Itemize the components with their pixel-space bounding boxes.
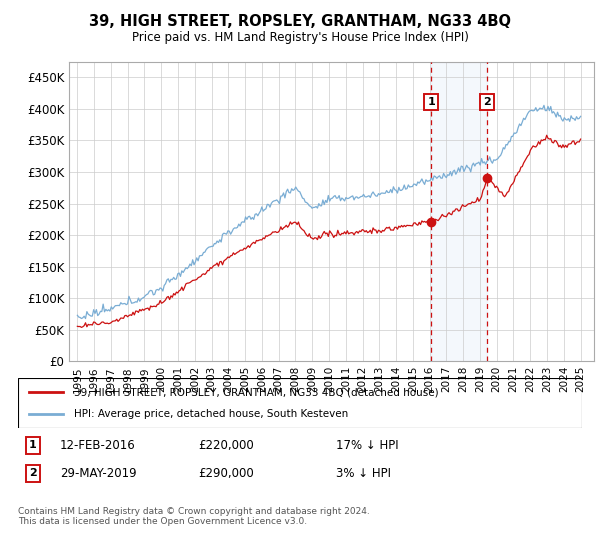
Text: £220,000: £220,000 (198, 438, 254, 452)
Text: 2: 2 (29, 468, 37, 478)
Text: 39, HIGH STREET, ROPSLEY, GRANTHAM, NG33 4BQ (detached house): 39, HIGH STREET, ROPSLEY, GRANTHAM, NG33… (74, 387, 439, 397)
Text: HPI: Average price, detached house, South Kesteven: HPI: Average price, detached house, Sout… (74, 409, 349, 419)
Text: Contains HM Land Registry data © Crown copyright and database right 2024.
This d: Contains HM Land Registry data © Crown c… (18, 507, 370, 526)
Text: 12-FEB-2016: 12-FEB-2016 (60, 438, 136, 452)
Text: 39, HIGH STREET, ROPSLEY, GRANTHAM, NG33 4BQ: 39, HIGH STREET, ROPSLEY, GRANTHAM, NG33… (89, 14, 511, 29)
Text: 1: 1 (29, 440, 37, 450)
Text: Price paid vs. HM Land Registry's House Price Index (HPI): Price paid vs. HM Land Registry's House … (131, 31, 469, 44)
Text: £290,000: £290,000 (198, 466, 254, 480)
Text: 17% ↓ HPI: 17% ↓ HPI (336, 438, 398, 452)
Text: 3% ↓ HPI: 3% ↓ HPI (336, 466, 391, 480)
Bar (431, 62, 487, 361)
Text: 1: 1 (428, 97, 436, 107)
Text: 29-MAY-2019: 29-MAY-2019 (60, 466, 137, 480)
Text: 2: 2 (483, 97, 491, 107)
